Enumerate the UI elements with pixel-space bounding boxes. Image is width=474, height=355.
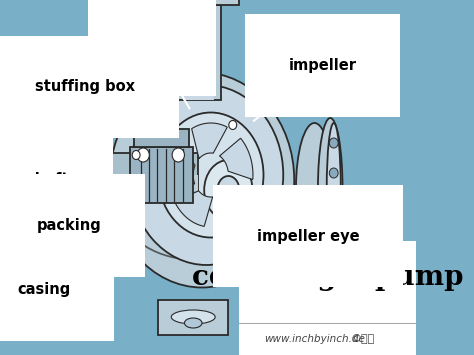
Polygon shape xyxy=(219,180,248,226)
Text: impeller eye: impeller eye xyxy=(257,229,359,244)
FancyBboxPatch shape xyxy=(27,153,198,197)
Circle shape xyxy=(172,148,184,162)
FancyBboxPatch shape xyxy=(135,129,189,147)
Circle shape xyxy=(137,148,149,162)
Circle shape xyxy=(72,167,86,183)
Ellipse shape xyxy=(296,123,333,253)
Circle shape xyxy=(229,120,237,130)
Polygon shape xyxy=(169,141,195,184)
Ellipse shape xyxy=(129,85,283,265)
Circle shape xyxy=(329,228,338,238)
Polygon shape xyxy=(174,191,213,226)
Text: packing: packing xyxy=(36,218,101,233)
FancyBboxPatch shape xyxy=(158,0,239,5)
Circle shape xyxy=(75,170,83,180)
Ellipse shape xyxy=(110,72,294,288)
Polygon shape xyxy=(191,123,227,159)
Ellipse shape xyxy=(327,123,341,253)
Text: centrifugal pump: centrifugal pump xyxy=(192,264,464,291)
Text: www.inchbyinch.de: www.inchbyinch.de xyxy=(264,334,365,344)
Ellipse shape xyxy=(318,118,343,258)
Ellipse shape xyxy=(184,318,202,328)
Circle shape xyxy=(329,168,338,178)
Circle shape xyxy=(329,198,338,208)
FancyBboxPatch shape xyxy=(158,300,228,335)
Circle shape xyxy=(132,151,140,159)
Ellipse shape xyxy=(21,153,35,197)
FancyBboxPatch shape xyxy=(182,5,214,100)
Text: vane: vane xyxy=(132,37,172,52)
FancyBboxPatch shape xyxy=(130,147,193,203)
Ellipse shape xyxy=(204,160,253,220)
Circle shape xyxy=(216,230,224,240)
Text: casing: casing xyxy=(17,282,70,297)
FancyBboxPatch shape xyxy=(27,175,198,191)
Text: stuffing box: stuffing box xyxy=(36,80,136,94)
Ellipse shape xyxy=(171,310,215,324)
Ellipse shape xyxy=(158,113,264,237)
Ellipse shape xyxy=(218,176,239,204)
Text: shaft: shaft xyxy=(27,172,69,187)
Text: ©ⓘⓈ: ©ⓘⓈ xyxy=(351,334,375,344)
Polygon shape xyxy=(219,138,253,180)
Ellipse shape xyxy=(125,170,270,260)
Circle shape xyxy=(329,138,338,148)
Text: impeller: impeller xyxy=(289,58,356,73)
FancyBboxPatch shape xyxy=(176,5,221,100)
FancyBboxPatch shape xyxy=(239,241,416,355)
